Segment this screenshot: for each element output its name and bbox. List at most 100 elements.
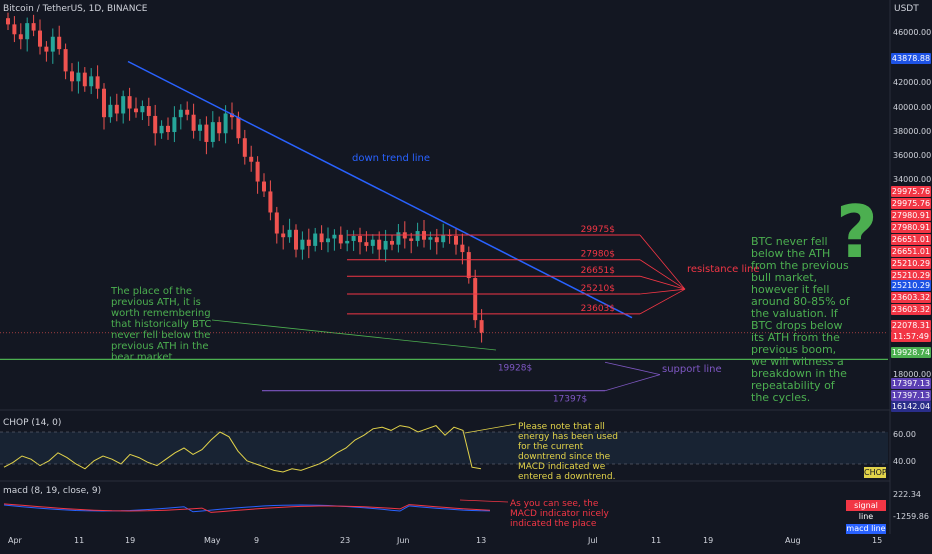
- resistance-pointer-line: [639, 259, 686, 290]
- candle-body: [204, 124, 209, 142]
- candle-body: [178, 109, 183, 118]
- price-axis-tick: 40000.00: [893, 103, 932, 112]
- candle-body: [345, 240, 350, 244]
- candle-body: [370, 239, 375, 246]
- macd-value-1: 222.34: [893, 489, 931, 500]
- candle-body: [364, 242, 369, 246]
- right-note: BTC never fell below the ATH from the pr…: [751, 235, 850, 404]
- date-axis-tick: 23: [340, 536, 351, 545]
- candle-body: [191, 114, 196, 131]
- price-axis-tick: 36000.00: [893, 151, 932, 160]
- price-tag: 17397.13: [891, 378, 931, 389]
- support-level-label: 17397$: [553, 395, 587, 405]
- resistance-level-label: 29975$: [581, 225, 615, 235]
- candle-body: [358, 235, 362, 243]
- chop-band: [0, 432, 888, 464]
- candle-body: [306, 239, 311, 246]
- candle-body: [390, 240, 394, 245]
- chop-tag: CHOP: [864, 467, 887, 478]
- candle-body: [12, 24, 17, 35]
- candle-body: [102, 88, 106, 118]
- price-tag: 19928.74: [891, 347, 931, 358]
- question-mark-icon: ?: [836, 190, 878, 274]
- support-level-label: 19928$: [498, 363, 532, 373]
- candle-body: [50, 36, 55, 52]
- price-tag: 25210.29: [891, 280, 931, 291]
- price-axis-tick: 34000.00: [893, 175, 932, 184]
- candle-body: [396, 232, 401, 245]
- candle-body: [108, 104, 113, 118]
- candle-body: [6, 18, 10, 25]
- price-tag: 43878.88: [891, 53, 931, 64]
- symbol-title: Bitcoin / TetherUS, 1D, BINANCE: [3, 4, 148, 14]
- date-axis-tick: 13: [476, 536, 487, 545]
- date-axis-tick: 19: [125, 536, 136, 545]
- date-axis-tick: Apr: [8, 536, 22, 545]
- candle-body: [146, 106, 151, 116]
- candle-body: [223, 113, 228, 134]
- chop-title: CHOP (14, 0): [3, 418, 62, 428]
- signal-line-tag: signal line: [846, 500, 886, 521]
- candle-body: [294, 229, 298, 250]
- candle-body: [377, 239, 382, 250]
- date-axis-tick: Aug: [785, 536, 801, 545]
- price-tag: 29975.76: [891, 186, 931, 197]
- down-trend-label: down trend line: [352, 153, 431, 164]
- candle-body: [434, 237, 439, 243]
- resistance-pointer-line: [639, 288, 686, 315]
- price-tag: 25210.29: [891, 258, 931, 269]
- price-tag: 25210.29: [891, 270, 931, 281]
- chop-note-pointer: [464, 423, 517, 434]
- candle-body: [76, 72, 81, 82]
- support-pointer-line: [604, 361, 661, 375]
- candle-body: [326, 238, 330, 243]
- macd-line-tag: macd line: [846, 524, 886, 534]
- candle-body: [473, 278, 478, 321]
- resistance-pointer-line: [639, 288, 686, 295]
- support-pointer-line: [604, 374, 661, 392]
- price-tag: 22078.31: [891, 320, 931, 331]
- candle-body: [159, 125, 164, 134]
- resistance-level-label: 26651$: [581, 266, 615, 276]
- ath-pointer-line: [211, 319, 497, 351]
- candle-body: [415, 231, 420, 241]
- date-axis-tick: 15: [872, 536, 883, 545]
- date-axis-tick: 19: [703, 536, 714, 545]
- candle-body: [134, 108, 138, 113]
- candle-body: [332, 234, 337, 239]
- candle-body: [454, 235, 458, 245]
- candle-body: [70, 71, 74, 82]
- candle-body: [121, 96, 126, 114]
- candle-body: [217, 122, 222, 134]
- date-axis-tick: 11: [651, 536, 662, 545]
- price-tag: 11:57:49: [891, 331, 931, 342]
- price-tag: 23603.32: [891, 304, 931, 315]
- candle-body: [460, 244, 465, 253]
- support-label: support line: [662, 364, 722, 375]
- candle-body: [95, 76, 100, 89]
- candle-body: [409, 238, 414, 241]
- candle-body: [166, 125, 170, 133]
- macd-line: [3, 504, 491, 513]
- chop-note: Please note that all energy has been use…: [518, 422, 618, 482]
- candle-body: [185, 109, 190, 115]
- date-axis-tick: Jul: [588, 536, 598, 545]
- price-axis-tick: 18000.00: [893, 370, 932, 379]
- macd-note: As you can see, the MACD indicator nicel…: [510, 499, 609, 529]
- date-axis-tick: 11: [74, 536, 85, 545]
- price-axis-tick: 38000.00: [893, 127, 932, 136]
- currency-label: USDT: [894, 4, 919, 14]
- price-tag: 27980.91: [891, 222, 931, 233]
- candle-body: [18, 34, 23, 40]
- candle-body: [153, 115, 158, 134]
- candle-body: [82, 72, 87, 87]
- date-axis-tick: 9: [254, 536, 260, 545]
- date-axis-tick: May: [204, 536, 221, 545]
- candle-body: [383, 240, 388, 250]
- macd-value-2: -1259.86: [893, 511, 931, 522]
- price-tag: 23603.32: [891, 292, 931, 303]
- candle-body: [319, 233, 324, 243]
- candle-body: [57, 36, 62, 50]
